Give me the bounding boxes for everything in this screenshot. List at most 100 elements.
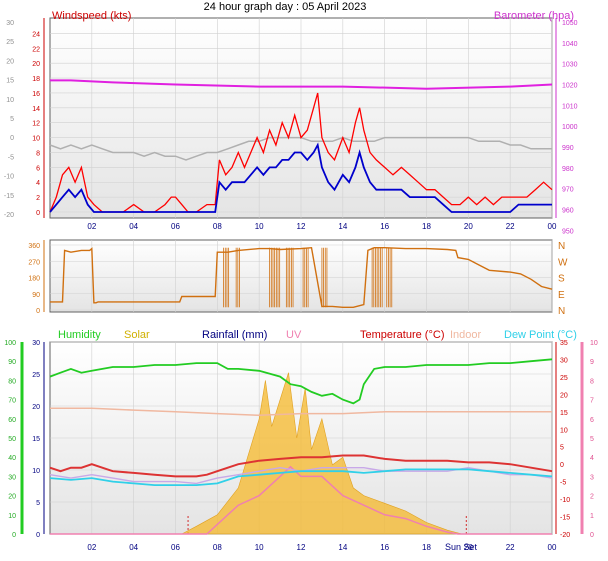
temperature-tick-label: -15	[560, 515, 570, 522]
humidity-tick-label: 0	[12, 532, 16, 539]
wind-x-tick-label: 22	[506, 222, 515, 231]
uv-tick-label: 7	[590, 398, 594, 405]
temp-legend: Humidity Solar Rainfall (mm) UV Temperature …	[58, 329, 577, 341]
outer-left-tick-label: 25	[6, 39, 14, 46]
barometer-line	[50, 79, 553, 90]
windspeed-tick-label: 14	[32, 106, 40, 113]
direction-grid	[50, 240, 553, 312]
wind-gust-line	[49, 92, 553, 213]
temperature-tick-label: 0	[560, 462, 564, 469]
temp-x-tick-label: 10	[255, 543, 264, 552]
windspeed-axis-label: Windspeed (kts)	[52, 10, 131, 22]
legend-entry: Rainfall (mm)	[202, 329, 267, 341]
legend-entry: UV	[286, 329, 302, 341]
barometer-tick-label: 1050	[562, 20, 578, 27]
temp-x-tick-label: 16	[380, 543, 389, 552]
windspeed-tick-label: 6	[36, 165, 40, 172]
outer-left-tick-label: 5	[10, 116, 14, 123]
uv-tick-label: 4	[590, 455, 594, 462]
outer-left-tick-label: 0	[10, 135, 14, 142]
humidity-tick-label: 40	[8, 455, 16, 462]
humidity-tick-label: 90	[8, 359, 16, 366]
barometer-axis-label: Barometer (hpa)	[494, 10, 574, 22]
temperature-tick-label: 35	[560, 340, 568, 347]
temperature-tick-label: 25	[560, 375, 568, 382]
direction-degree-label: 0	[36, 308, 40, 315]
direction-compass-label: S	[558, 274, 565, 285]
wind-outer-left-ticks: 30 25 20 15 10 5 0 -5 -10 -15 -20	[4, 20, 14, 219]
uv-tick-label: 1	[590, 513, 594, 520]
rainfall-tick-label: 20	[32, 404, 40, 411]
direction-compass-label: N	[558, 241, 565, 252]
rainfall-ticks: 30 25 20 15 10 5 0	[32, 340, 40, 539]
windspeed-tick-label: 4	[36, 180, 40, 187]
uv-tick-label: 3	[590, 474, 594, 481]
humidity-tick-label: 50	[8, 436, 16, 443]
outer-left-tick-label: -5	[8, 154, 14, 161]
outer-left-tick-label: -15	[4, 193, 14, 200]
barometer-tick-label: 1000	[562, 124, 578, 131]
windspeed-tick-label: 18	[32, 76, 40, 83]
uv-tick-label: 6	[590, 417, 594, 424]
temperature-panel: Humidity Solar Rainfall (mm) UV Temperature …	[4, 329, 598, 552]
barometer-ticks: 1050 1040 1030 1020 1010 1000 990 980 970 960 950	[562, 20, 578, 235]
humidity-tick-label: 10	[8, 513, 16, 520]
legend-entry: Indoor	[450, 329, 482, 341]
temperature-tick-label: 15	[560, 410, 568, 417]
outer-left-tick-label: 30	[6, 20, 14, 27]
temperature-tick-label: -5	[560, 480, 566, 487]
wind-average-line	[49, 142, 552, 213]
legend-entry: Solar	[124, 329, 150, 341]
wind-x-tick-label: 14	[338, 222, 347, 231]
wind-x-tick-label: 02	[87, 222, 96, 231]
humidity-tick-label: 100	[4, 340, 16, 347]
uv-tick-label: 5	[590, 436, 594, 443]
wind-series	[49, 79, 553, 213]
temperature-tick-label: 5	[560, 445, 564, 452]
wind-x-tick-label: 16	[380, 222, 389, 231]
direction-series	[50, 246, 553, 308]
temp-x-tick-label: 20	[464, 543, 473, 552]
direction-compass-label: W	[558, 257, 568, 268]
outer-left-tick-label: 20	[6, 58, 14, 65]
uv-tick-label: 2	[590, 494, 594, 501]
windspeed-tick-label: 10	[32, 136, 40, 143]
direction-degree-label: 270	[28, 259, 40, 266]
direction-compass-label: E	[558, 290, 565, 301]
barometer-tick-label: 950	[562, 228, 574, 235]
uv-tick-label: 8	[590, 378, 594, 385]
temp-x-tick-label: 08	[213, 543, 222, 552]
temperature-tick-label: -20	[560, 532, 570, 539]
barometer-tick-label: 960	[562, 208, 574, 215]
solar-area	[50, 372, 552, 535]
temp-x-tick-label: 14	[338, 543, 347, 552]
legend-entry: Humidity	[58, 329, 101, 341]
barometer-tick-label: 1010	[562, 103, 578, 110]
wind-x-tick-label: 00	[548, 222, 557, 231]
barometer-tick-label: 1030	[562, 62, 578, 69]
rainfall-tick-label: 30	[32, 340, 40, 347]
wind-x-ticks: 02 04 06 08 10 12 14 16 18 20 22 00	[87, 222, 557, 231]
windspeed-tick-label: 22	[32, 46, 40, 53]
humidity-line	[49, 358, 553, 405]
barometer-tick-label: 970	[562, 187, 574, 194]
temp-x-tick-label: 04	[129, 543, 138, 552]
rainfall-tick-label: 25	[32, 372, 40, 379]
temperature-tick-label: -10	[560, 497, 570, 504]
uv-tick-label: 10	[590, 340, 598, 347]
temp-x-ticks: 02 04 06 08 10 12 14 16 18 20 22 00	[87, 543, 557, 552]
temperature-line	[49, 454, 553, 478]
wind-panel: Windspeed (kts) Barometer (hpa) 30252015…	[4, 10, 578, 235]
direction-degree-ticks: 360 270 180 90 0	[28, 243, 40, 315]
humidity-tick-label: 70	[8, 398, 16, 405]
temp-series	[49, 358, 553, 535]
wind-direction-line	[50, 246, 553, 308]
humidity-tick-label: 80	[8, 378, 16, 385]
dew-point-line	[49, 468, 553, 486]
